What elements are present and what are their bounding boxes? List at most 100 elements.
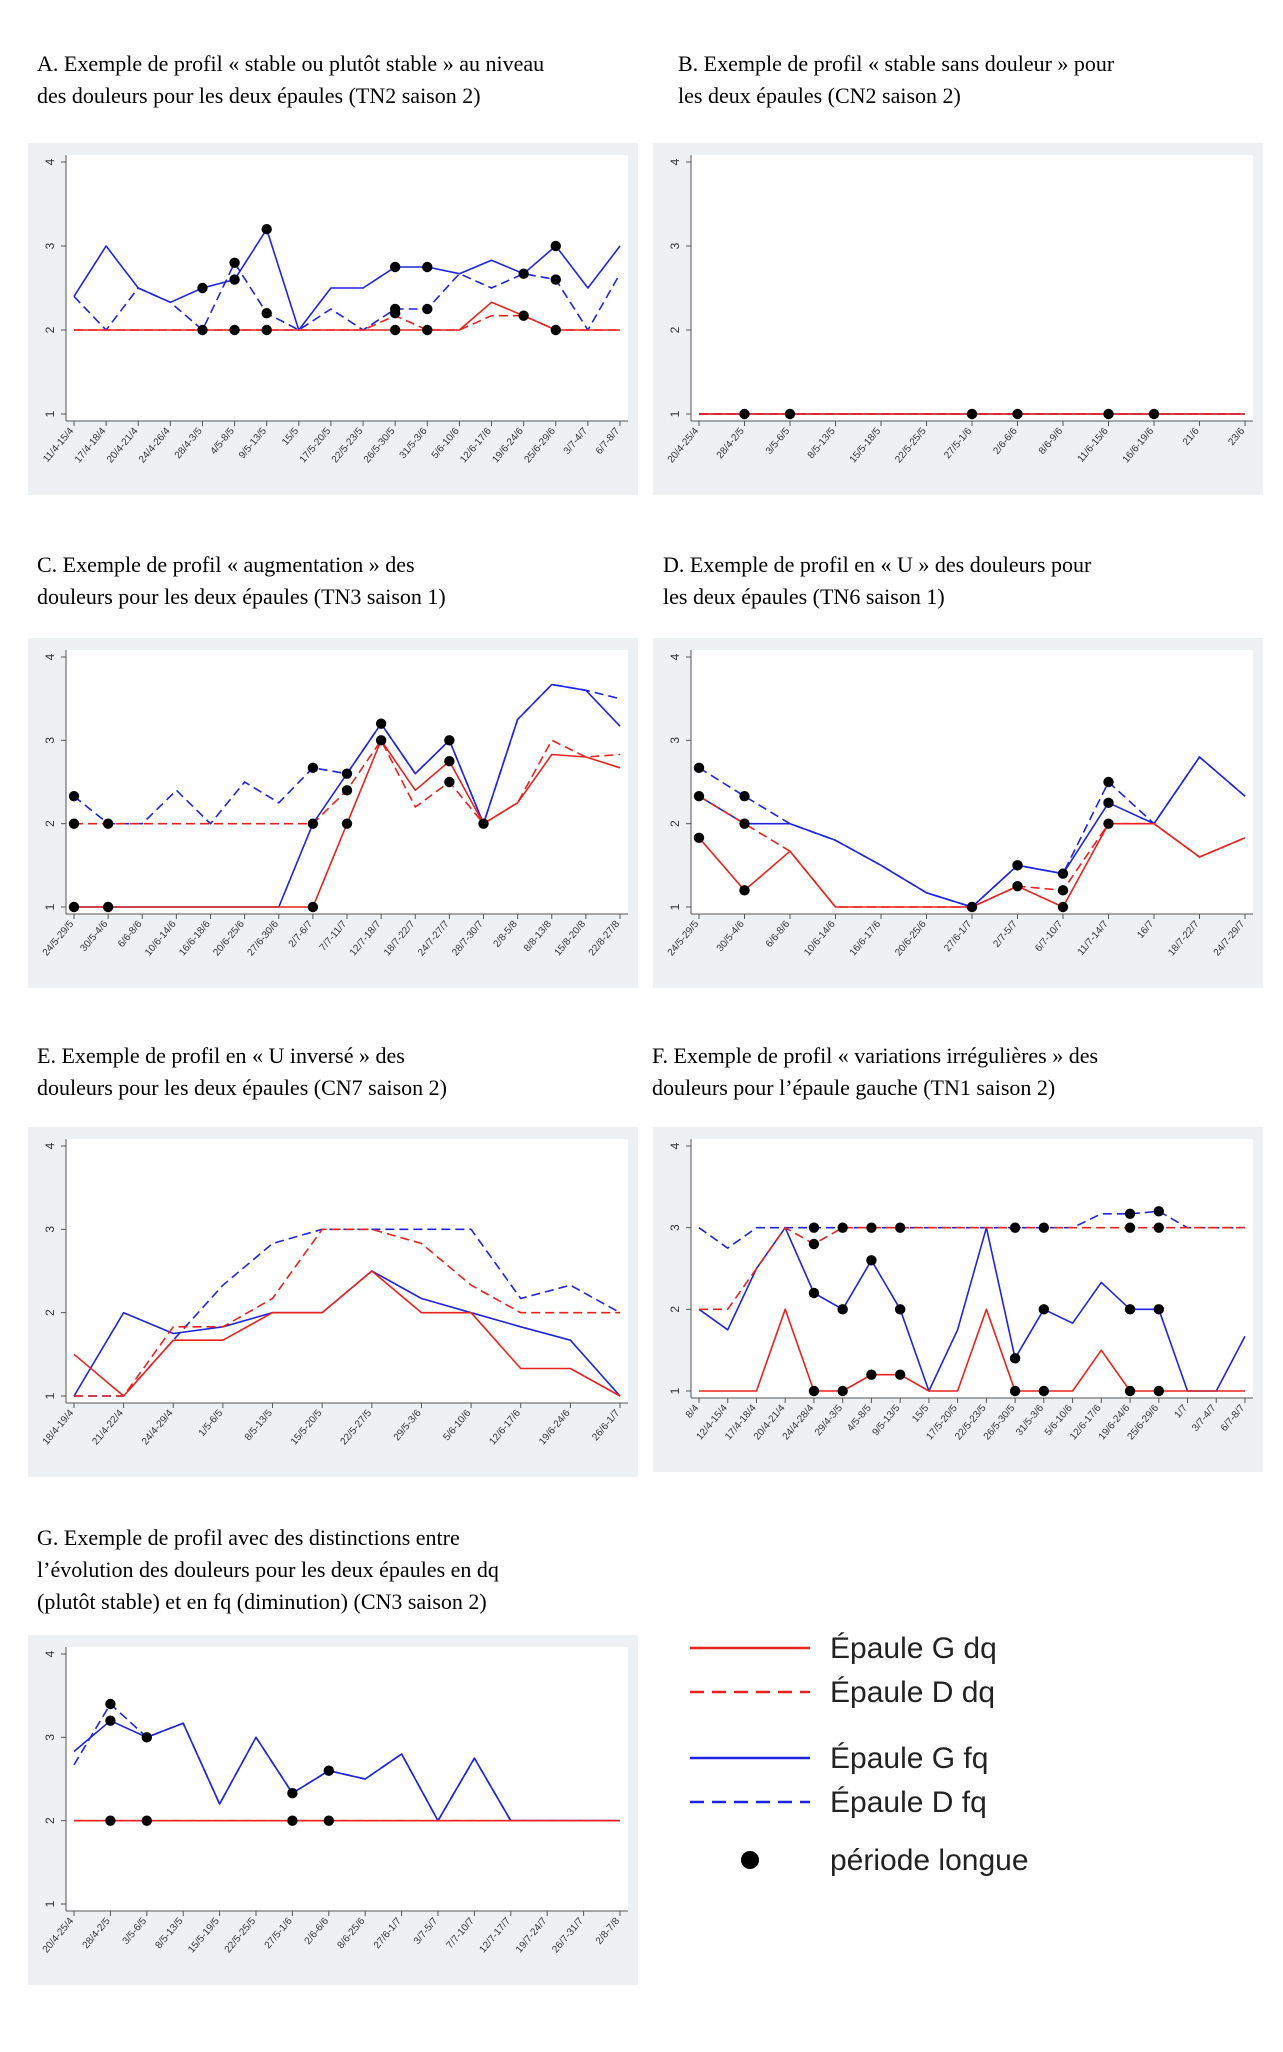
long-period-marker xyxy=(866,1222,877,1233)
long-period-marker xyxy=(307,762,319,774)
x-tick-label: 6/7-8/7 xyxy=(594,426,623,457)
x-tick-label: 12/6-17/6 xyxy=(487,1408,523,1448)
chart-svg: 1 2 3 4 20/4-25/4 28/4-2/5 3/5-6/5 8/5-13/5 15/5… xyxy=(666,155,1253,466)
long-period-marker xyxy=(1012,408,1023,420)
legend-label: Épaule D dq xyxy=(830,1676,996,1709)
long-period-marker xyxy=(444,735,455,746)
chart-b: 1 2 3 4 20/4-25/4 28/4-2/5 3/5-6/5 8/5-13/5 15/5… xyxy=(653,143,1263,495)
long-period-marker xyxy=(307,818,319,829)
long-period-marker xyxy=(1012,860,1023,871)
x-tick-label: 21/6 xyxy=(1181,426,1202,448)
x-tick-label: 8/6-9/6 xyxy=(1037,426,1066,457)
x-tick-label: 1/5-6/5 xyxy=(197,1408,226,1439)
x-tick-label: 31/5-3/6 xyxy=(1014,1403,1046,1439)
long-period-marker xyxy=(518,310,529,321)
long-period-marker xyxy=(784,408,796,420)
y-tick-label: 1 xyxy=(43,1392,57,1399)
x-tick-label: 4/5-8/5 xyxy=(845,1403,874,1434)
x-tick-label: 16/6-17/6 xyxy=(848,919,884,959)
x-tick-label: 15/5-20/5 xyxy=(289,1408,325,1448)
x-tick-label: 16/7 xyxy=(1135,919,1156,941)
long-period-marker xyxy=(1009,1353,1021,1364)
long-period-marker xyxy=(1153,1222,1164,1233)
long-period-marker xyxy=(1009,1222,1021,1233)
caption-line: A. Exemple de profil « stable ou plutôt … xyxy=(37,51,545,76)
long-period-marker xyxy=(1057,868,1069,879)
caption-line: des douleurs pour les deux épaules (TN2 … xyxy=(37,83,481,108)
long-period-marker xyxy=(894,1369,906,1380)
x-tick-label: 29/5-3/6 xyxy=(392,1408,424,1444)
x-tick-label: 8/4 xyxy=(684,1403,702,1421)
x-tick-label: 30/5-4/6 xyxy=(715,919,747,955)
caption-a: A. Exemple de profil « stable ou plutôt … xyxy=(37,48,544,112)
long-period-marker xyxy=(1038,1222,1050,1233)
long-period-marker xyxy=(261,224,272,235)
x-tick-label: 1/7 xyxy=(1172,1403,1190,1421)
long-period-marker xyxy=(1124,1222,1136,1233)
legend-swatch-red-dashed xyxy=(690,1690,810,1694)
x-tick-label: 6/6-8/6 xyxy=(764,919,793,950)
x-tick-label: 24/5-29/5 xyxy=(41,919,77,959)
long-period-marker xyxy=(141,1815,152,1826)
x-tick-label: 15/5 xyxy=(280,426,301,448)
x-tick-label: 7/7-10/7 xyxy=(445,1916,477,1952)
x-tick-label: 3/5-6/5 xyxy=(764,426,793,457)
x-tick-label: 27/6-1/7 xyxy=(372,1916,404,1952)
long-period-marker xyxy=(693,790,705,802)
x-tick-label: 24/4-28/4 xyxy=(781,1403,817,1443)
x-tick-label: 8/5-13/5 xyxy=(243,1408,275,1444)
y-tick-label: 4 xyxy=(43,653,57,660)
x-tick-label: 6/7-10/7 xyxy=(1033,919,1065,955)
x-tick-label: 22/5-23/5 xyxy=(330,426,366,466)
x-tick-label: 15/8-20/8 xyxy=(553,919,589,959)
caption-line: F. Exemple de profil « variations irrégu… xyxy=(652,1043,1099,1068)
long-period-marker xyxy=(1012,880,1023,892)
x-tick-label: 15/5-18/5 xyxy=(848,426,884,466)
caption-line: douleurs pour les deux épaules (TN3 sais… xyxy=(37,584,446,609)
x-tick-label: 21/4-22/4 xyxy=(90,1408,126,1448)
long-period-marker xyxy=(105,1698,116,1710)
long-period-marker xyxy=(866,1255,877,1266)
y-tick-label: 1 xyxy=(43,410,57,417)
long-period-marker xyxy=(808,1287,820,1299)
x-tick-label: 15/5 xyxy=(910,1403,931,1425)
x-tick-label: 24/7-27/7 xyxy=(416,919,452,959)
x-tick-label: 27/6-1/7 xyxy=(942,919,974,955)
chart-g: 1 2 3 4 20/4-25/4 28/4-2/5 3/5-6/5 8/5-13/5 15/5… xyxy=(28,1635,638,1985)
legend-label: Épaule D fq xyxy=(830,1786,987,1819)
x-tick-label: 25/6-29/6 xyxy=(522,426,558,466)
long-period-marker xyxy=(68,790,80,802)
legend-label: période longue xyxy=(830,1844,1029,1877)
x-tick-label: 20/4-21/4 xyxy=(105,426,141,466)
x-tick-label: 17/5-20/5 xyxy=(298,426,334,466)
y-tick-label: 2 xyxy=(43,820,57,827)
chart-a: 1 2 3 4 11/4-15/4 17/4-18/4 20/4-21/4 24/4-26/4… xyxy=(28,143,638,495)
x-tick-label: 16/6-18/6 xyxy=(177,919,213,959)
long-period-marker xyxy=(1103,776,1114,788)
x-tick-label: 3/7-4/7 xyxy=(1190,1403,1219,1434)
long-period-marker xyxy=(1153,1206,1164,1217)
y-tick-label: 3 xyxy=(43,1226,57,1233)
long-period-marker xyxy=(1103,797,1114,809)
x-tick-label: 22/5-27/5 xyxy=(339,1408,375,1448)
x-tick-label: 8/8-13/8 xyxy=(522,919,554,955)
series-line xyxy=(73,262,621,331)
x-tick-label: 11/7-14/7 xyxy=(1076,919,1111,958)
long-period-marker xyxy=(1124,1304,1136,1315)
x-tick-label: 2/6-6/6 xyxy=(303,1916,332,1947)
series-line xyxy=(73,1703,620,1822)
x-tick-label: 12/7-18/7 xyxy=(348,919,384,959)
x-tick-label: 22/5-25/5 xyxy=(893,426,929,466)
x-tick-label: 5/6-10/6 xyxy=(441,1408,473,1444)
caption-line: (plutôt stable) et en fq (diminution) (C… xyxy=(37,1589,487,1614)
chart-d: 1 2 3 4 24/5-29/5 30/5-4/6 6/6-8/6 10/6-14/6 16/… xyxy=(653,638,1263,988)
caption-line: B. Exemple de profil « stable sans doule… xyxy=(678,51,1115,76)
x-tick-label: 11/6-15/6 xyxy=(1076,426,1111,465)
series-line xyxy=(74,1228,620,1397)
long-period-marker xyxy=(68,818,80,829)
x-tick-label: 24/4-26/4 xyxy=(137,426,173,466)
legend-label: Épaule G dq xyxy=(830,1632,997,1665)
long-period-marker xyxy=(739,408,750,420)
x-tick-label: 30/5-4/6 xyxy=(78,919,110,955)
long-period-marker xyxy=(837,1222,848,1233)
